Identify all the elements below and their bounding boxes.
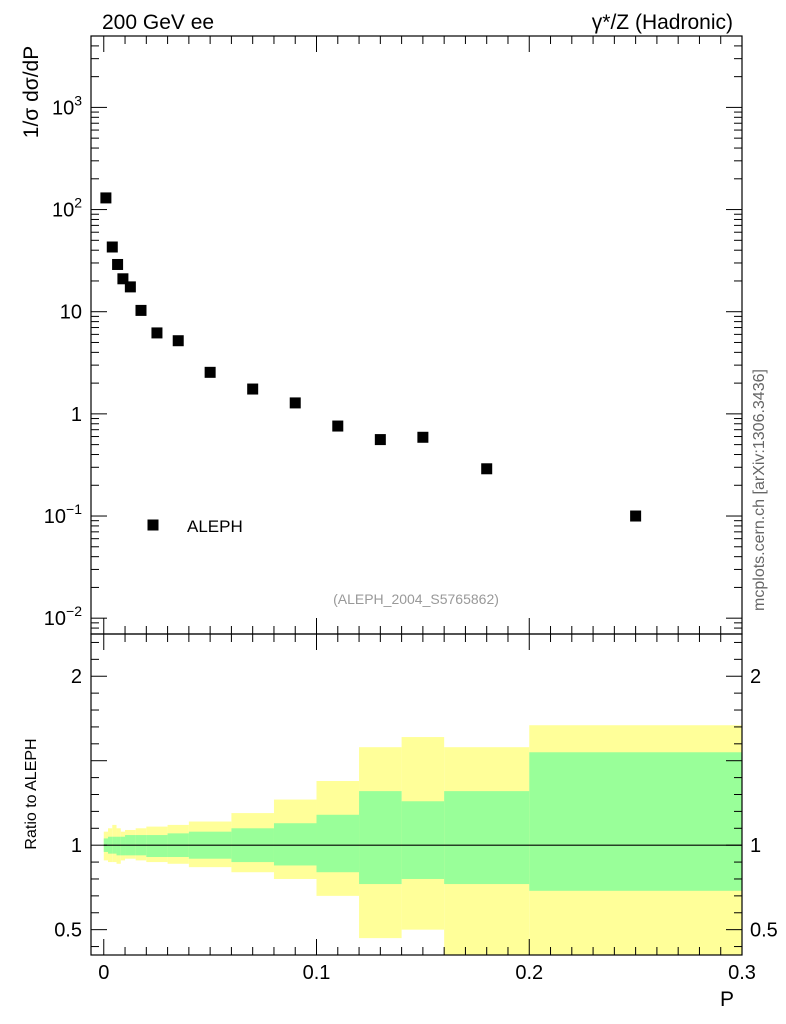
main-y-axis-label: 1/σ dσ/dP: [20, 46, 43, 138]
aleph-data-point: [630, 510, 642, 522]
stat-uncertainty-band-bin-4: [120, 836, 126, 856]
stat-uncertainty-band-bin-12: [316, 814, 360, 873]
aleph-data-point: [124, 281, 136, 293]
x-tick-label: 0: [98, 962, 109, 984]
main-y-tick-label: 10−1: [44, 501, 82, 528]
stat-uncertainty-band-bin-16: [529, 752, 742, 891]
ratio-y-tick-label-right: 1: [750, 835, 761, 857]
x-tick-label: 0.3: [728, 962, 756, 984]
main-y-tick-label: 10−2: [44, 603, 82, 630]
stat-uncertainty-band-bin-7: [146, 835, 168, 858]
stat-uncertainty-band-bin-11: [273, 823, 317, 866]
aleph-data-point: [374, 434, 386, 446]
ratio-y-tick-label-left: 1: [71, 835, 82, 857]
aleph-data-point: [172, 335, 184, 347]
aleph-data-point: [135, 304, 147, 316]
ratio-y-tick-label-left: 2: [71, 666, 82, 688]
main-y-tick-label: 102: [52, 195, 82, 222]
x-tick-label: 0.1: [303, 962, 331, 984]
x-tick-label: 0.2: [515, 962, 543, 984]
aleph-data-point: [481, 463, 493, 475]
aleph-data-point: [106, 241, 118, 253]
main-y-tick-label: 10: [60, 302, 82, 324]
ratio-y-tick-label-right: 2: [750, 666, 761, 688]
aleph-data-point: [117, 273, 129, 285]
ratio-y-tick-label-right: 0.5: [750, 920, 778, 942]
chart-title-left: 200 GeV ee: [102, 11, 214, 34]
main-y-tick-label: 1: [71, 404, 82, 426]
aleph-data-point: [100, 192, 112, 204]
analysis-id-label: (ALEPH_2004_S5765862): [333, 591, 499, 607]
aleph-data-point: [112, 258, 124, 270]
x-axis-label: P: [720, 988, 734, 1011]
aleph-data-point: [332, 420, 344, 432]
main-y-tick-label: 103: [52, 92, 82, 119]
aleph-data-point: [204, 366, 216, 378]
stat-uncertainty-band-bin-15: [444, 791, 530, 885]
stat-uncertainty-band-bin-3: [116, 836, 121, 856]
source-reference-label: mcplots.cern.ch [arXiv:1306.3436]: [751, 369, 768, 611]
chart-title-right: γ*/Z (Hadronic): [592, 11, 733, 34]
aleph-data-point: [417, 431, 429, 443]
ratio-y-axis-label: Ratio to ALEPH: [23, 738, 40, 849]
legend-marker-aleph: [147, 519, 159, 531]
stat-uncertainty-band-bin-14: [401, 801, 445, 879]
aleph-data-point: [151, 327, 163, 339]
aleph-data-point: [247, 383, 259, 395]
main-plot-frame: [90, 35, 743, 635]
legend-label-aleph: ALEPH: [187, 517, 243, 536]
ratio-y-tick-label-left: 0.5: [54, 920, 82, 942]
stat-uncertainty-band-bin-13: [359, 791, 402, 885]
aleph-data-point: [289, 397, 301, 409]
